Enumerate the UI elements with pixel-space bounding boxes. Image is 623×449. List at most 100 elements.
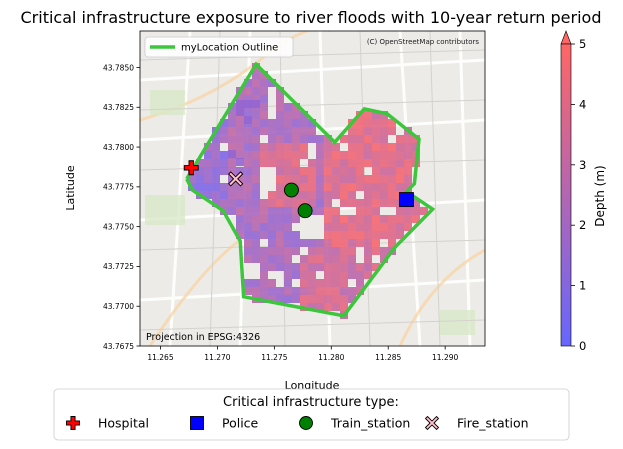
flood-cell xyxy=(364,119,372,127)
flood-cell xyxy=(324,183,332,191)
flood-cell xyxy=(324,175,332,183)
flood-cell xyxy=(284,175,292,183)
y-tick-label: 43.7675 xyxy=(103,342,134,351)
flood-cell xyxy=(372,231,380,239)
flood-cell xyxy=(284,207,292,215)
flood-cell xyxy=(204,159,212,167)
flood-cell xyxy=(332,167,340,175)
flood-cell xyxy=(380,175,388,183)
x-tick-label: 11.270 xyxy=(204,353,230,362)
flood-cell xyxy=(284,263,292,271)
flood-cell xyxy=(356,135,364,143)
flood-cell xyxy=(300,199,308,207)
flood-cell xyxy=(380,159,388,167)
flood-cell xyxy=(252,279,260,287)
flood-cell xyxy=(340,295,348,303)
flood-cell xyxy=(388,175,396,183)
y-tick-label: 43.7700 xyxy=(103,302,134,311)
flood-cell xyxy=(244,111,252,119)
flood-cell xyxy=(292,215,300,223)
flood-cell xyxy=(300,255,308,263)
flood-cell xyxy=(324,303,332,311)
flood-cell xyxy=(412,199,420,207)
flood-cell xyxy=(292,167,300,175)
flood-cell xyxy=(340,191,348,199)
flood-cell xyxy=(340,271,348,279)
flood-cell xyxy=(284,199,292,207)
flood-cell xyxy=(372,175,380,183)
flood-cell xyxy=(372,215,380,223)
flood-cell xyxy=(364,159,372,167)
flood-cell xyxy=(324,247,332,255)
flood-cell xyxy=(196,183,204,191)
chart-title: Critical infrastructure exposure to rive… xyxy=(21,8,602,27)
flood-cell xyxy=(412,143,420,151)
flood-cell xyxy=(228,143,236,151)
flood-cell xyxy=(292,247,300,255)
flood-cell xyxy=(220,191,228,199)
flood-cell xyxy=(348,199,356,207)
flood-cell xyxy=(324,223,332,231)
flood-cell xyxy=(348,215,356,223)
flood-cell xyxy=(396,175,404,183)
flood-cell xyxy=(276,135,284,143)
flood-cell xyxy=(284,279,292,287)
flood-cell xyxy=(244,199,252,207)
flood-cell xyxy=(316,263,324,271)
flood-cell xyxy=(364,271,372,279)
flood-cell xyxy=(308,119,316,127)
flood-cell xyxy=(380,231,388,239)
flood-cell xyxy=(356,167,364,175)
flood-cell xyxy=(276,183,284,191)
flood-cell xyxy=(316,199,324,207)
flood-cell xyxy=(292,111,300,119)
flood-cell xyxy=(324,199,332,207)
flood-cell xyxy=(356,119,364,127)
flood-cell xyxy=(388,143,396,151)
flood-cell xyxy=(204,151,212,159)
flood-cell xyxy=(388,215,396,223)
flood-cell xyxy=(244,175,252,183)
flood-cell xyxy=(284,247,292,255)
flood-cell xyxy=(308,183,316,191)
flood-cell xyxy=(388,159,396,167)
flood-cell xyxy=(252,95,260,103)
flood-cell xyxy=(244,183,252,191)
flood-cell xyxy=(396,183,404,191)
flood-cell xyxy=(244,159,252,167)
flood-cell xyxy=(332,295,340,303)
flood-cell xyxy=(284,223,292,231)
flood-cell xyxy=(396,167,404,175)
flood-cell xyxy=(268,159,276,167)
flood-cell xyxy=(308,247,316,255)
colorbar-tick-label: 2 xyxy=(579,218,586,232)
flood-cell xyxy=(244,247,252,255)
flood-cell xyxy=(404,159,412,167)
flood-cell xyxy=(260,119,268,127)
flood-cell xyxy=(372,199,380,207)
y-tick-label: 43.7775 xyxy=(103,183,134,192)
legend-marker-police xyxy=(190,416,204,430)
flood-cell xyxy=(284,255,292,263)
flood-cell xyxy=(308,295,316,303)
flood-cell xyxy=(316,279,324,287)
flood-cell xyxy=(348,239,356,247)
flood-cell xyxy=(252,79,260,87)
flood-cell xyxy=(324,263,332,271)
flood-cell xyxy=(276,151,284,159)
flood-cell xyxy=(308,127,316,135)
flood-cell xyxy=(276,255,284,263)
flood-cell xyxy=(348,127,356,135)
flood-cell xyxy=(388,127,396,135)
flood-cell xyxy=(228,135,236,143)
flood-cell xyxy=(244,191,252,199)
colorbar-tick-label: 5 xyxy=(579,37,586,51)
flood-cell xyxy=(404,175,412,183)
flood-cell xyxy=(228,199,236,207)
flood-cell xyxy=(276,159,284,167)
flood-cell xyxy=(340,159,348,167)
flood-cell xyxy=(292,199,300,207)
flood-cell xyxy=(332,303,340,311)
flood-cell xyxy=(244,95,252,103)
flood-cell xyxy=(244,215,252,223)
